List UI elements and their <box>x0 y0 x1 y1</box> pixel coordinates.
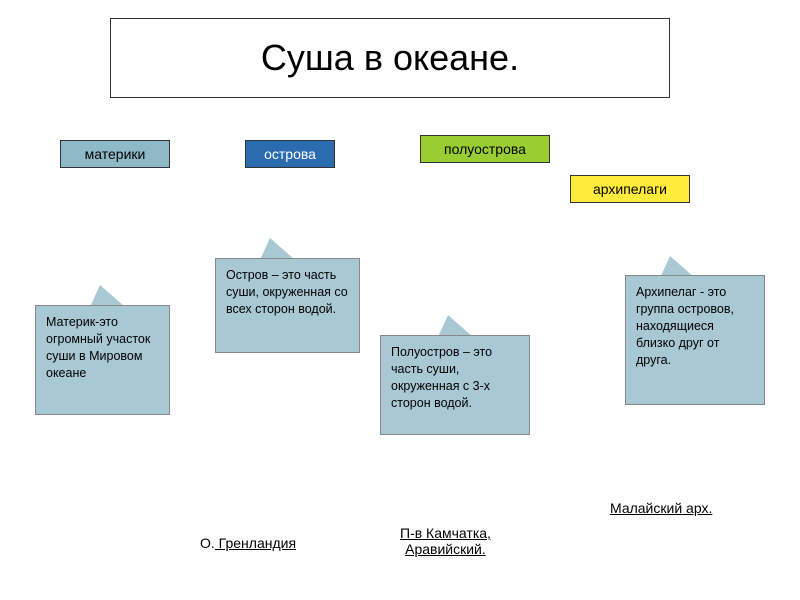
example-malay: Малайский арх. <box>610 500 712 516</box>
example-kamchatka-prefix: П-в <box>400 525 422 541</box>
example-greenland: О. Гренландия <box>200 535 296 551</box>
category-island-label: острова <box>264 146 316 162</box>
definition-island: Остров – это часть суши, окруженная со в… <box>215 258 360 353</box>
definition-peninsula: Полуостров – это часть суши, окруженная … <box>380 335 530 435</box>
category-island: острова <box>245 140 335 168</box>
definition-archipelago-text: Архипелаг - это группа островов, находящ… <box>636 285 734 367</box>
category-mainland: материки <box>60 140 170 168</box>
callout-tail-island <box>260 238 295 260</box>
example-kamchatka: П-в Камчатка, Аравийский. <box>400 525 491 557</box>
category-peninsula: полуострова <box>420 135 550 163</box>
category-archipelago: архипелаги <box>570 175 690 203</box>
callout-tail-mainland <box>90 285 125 307</box>
example-malay-text: арх. <box>682 500 712 516</box>
example-malay-prefix: Малайский <box>610 500 682 516</box>
definition-archipelago: Архипелаг - это группа островов, находящ… <box>625 275 765 405</box>
title-box: Суша в океане. <box>110 18 670 98</box>
category-mainland-label: материки <box>85 146 146 162</box>
definition-peninsula-text: Полуостров – это часть суши, окруженная … <box>391 345 492 410</box>
definition-mainland: Материк-это огромный участок суши в Миро… <box>35 305 170 415</box>
example-kamchatka-text: Камчатка, <box>422 525 491 541</box>
category-peninsula-label: полуострова <box>444 141 526 157</box>
definition-mainland-text: Материк-это огромный участок суши в Миро… <box>46 315 150 380</box>
callout-tail-peninsula <box>438 315 473 337</box>
example-greenland-text: Гренландия <box>215 535 296 551</box>
definition-island-text: Остров – это часть суши, окруженная со в… <box>226 268 348 316</box>
example-greenland-prefix: О. <box>200 535 215 551</box>
category-archipelago-label: архипелаги <box>593 181 667 197</box>
example-arabian-text: Аравийский. <box>405 541 486 557</box>
page-title: Суша в океане. <box>261 37 519 79</box>
